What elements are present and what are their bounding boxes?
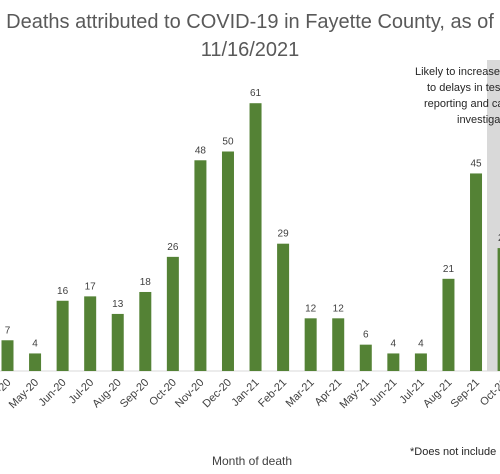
- value-label: 12: [333, 303, 345, 314]
- value-label: 4: [418, 338, 424, 349]
- value-label: 48: [195, 145, 207, 156]
- x-tick-label: Jan-21: [229, 377, 261, 409]
- shaded-region: [487, 60, 500, 371]
- value-label: 16: [57, 286, 69, 297]
- bar: [194, 160, 207, 371]
- value-label: 61: [250, 88, 262, 99]
- value-label: 26: [167, 242, 179, 253]
- x-axis-label: Month of death: [212, 454, 292, 468]
- value-label: 45: [470, 158, 482, 169]
- bar: [56, 300, 69, 371]
- value-label: 50: [222, 137, 234, 148]
- footnote: *Does not include: [410, 446, 496, 458]
- value-label: 28: [498, 233, 500, 244]
- x-tick-label: May-21: [337, 377, 371, 411]
- annotation: investigation: [457, 114, 500, 126]
- value-label: 13: [112, 299, 124, 310]
- x-tick-label: Nov-20: [173, 377, 207, 411]
- annotation: reporting and case: [424, 98, 500, 110]
- annotation: Likely to increase due: [415, 66, 500, 78]
- bar: [387, 353, 400, 371]
- value-label: 12: [305, 303, 317, 314]
- x-tick-label: Aug-21: [421, 377, 455, 411]
- value-label: 17: [85, 281, 97, 292]
- x-tick-label: Feb-21: [256, 377, 289, 410]
- x-tick-label: May-20: [7, 377, 41, 411]
- chart-title: Deaths attributed to COVID-19 in Fayette…: [6, 11, 494, 33]
- x-tick-label: Sep-21: [449, 377, 483, 411]
- bar: [84, 296, 97, 371]
- bar: [249, 103, 262, 372]
- bar: [111, 313, 124, 371]
- x-tick-label: Mar-21: [284, 377, 317, 410]
- bar: [442, 278, 455, 371]
- value-label: 4: [391, 338, 397, 349]
- x-tick-label: Jun-21: [367, 377, 399, 409]
- x-tick-label: Aug-20: [90, 377, 124, 411]
- value-label: 29: [278, 229, 290, 240]
- bar: [304, 318, 317, 371]
- bar: [166, 256, 179, 371]
- bar: [414, 353, 427, 371]
- bar: [29, 353, 42, 371]
- value-label: 4: [32, 338, 38, 349]
- bar: [139, 291, 152, 371]
- bar: [332, 318, 345, 371]
- bar: [470, 173, 483, 371]
- value-label: 21: [443, 264, 455, 275]
- annotation: to delays in testing,: [427, 82, 500, 94]
- x-tick-label: Dec-20: [201, 377, 235, 411]
- bar: [277, 243, 290, 371]
- chart-title: 11/16/2021: [201, 39, 300, 61]
- x-tick-label: Jun-20: [36, 377, 68, 409]
- bar: [359, 344, 372, 371]
- bar: [221, 151, 234, 371]
- bar: [1, 340, 14, 371]
- x-tick-label: Sep-20: [118, 377, 152, 411]
- value-label: 18: [140, 277, 152, 288]
- value-label: 6: [363, 330, 369, 341]
- value-label: 7: [5, 325, 11, 336]
- bar: [497, 248, 500, 371]
- x-tick-label: Oct-21: [478, 377, 500, 409]
